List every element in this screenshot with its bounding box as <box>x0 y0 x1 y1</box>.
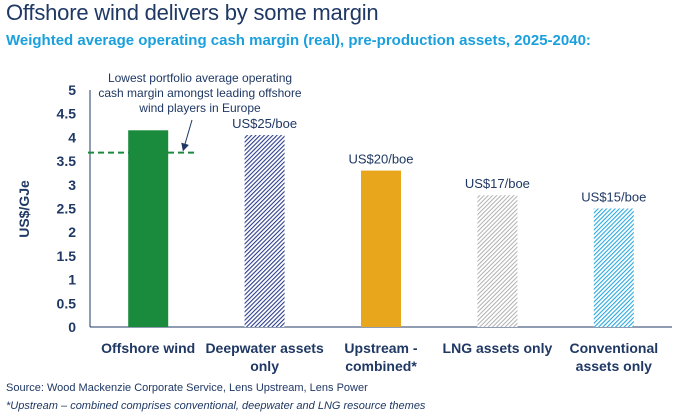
bar <box>361 170 401 327</box>
y-tick-label: 3.5 <box>57 153 77 169</box>
chart-title: Offshore wind delivers by some margin <box>6 0 379 25</box>
data-label: US$25/boe <box>232 116 297 131</box>
data-label: US$15/boe <box>581 190 646 205</box>
chart-subtitle: Weighted average operating cash margin (… <box>6 32 591 49</box>
data-labels: US$25/boe US$20/boe US$17/boe US$15/boe <box>232 116 646 204</box>
bar <box>244 135 285 327</box>
data-label: US$17/boe <box>465 176 530 191</box>
y-tick-label: 2 <box>68 224 76 240</box>
bar-chart: 00.511.522.533.544.55 US$/GJe US$25/boeU… <box>16 71 672 374</box>
x-axis-labels: Offshore wind Deepwater assets only Upstrea… <box>101 340 658 374</box>
y-tick-label: 4.5 <box>57 106 77 122</box>
reference-label: Lowest portfolio average operating <box>108 71 292 85</box>
y-tick-label: 2.5 <box>57 201 77 217</box>
x-tick-label: only <box>250 358 279 374</box>
y-tick-label: 0.5 <box>57 295 77 311</box>
reference-arrow <box>181 119 193 152</box>
x-tick-label: Offshore wind <box>101 340 195 356</box>
x-tick-label: combined* <box>345 358 417 374</box>
y-tick-label: 1 <box>68 272 76 288</box>
x-tick-label: Conventional <box>569 340 658 356</box>
footnote: *Upstream – combined comprises conventio… <box>6 400 426 412</box>
x-tick-label: assets only <box>576 358 652 374</box>
bars <box>128 130 634 327</box>
reference-label: cash margin amongst leading offshore <box>98 86 302 100</box>
bar <box>593 208 634 327</box>
bar <box>128 130 169 327</box>
y-tick-label: 0 <box>68 319 76 335</box>
y-tick-label: 5 <box>68 82 76 98</box>
bar <box>477 195 518 327</box>
x-tick-label: Upstream - <box>344 340 417 356</box>
reference-label: wind players in Europe <box>138 101 261 115</box>
y-tick-label: 4 <box>68 129 76 145</box>
y-tick-label: 3 <box>68 177 76 193</box>
y-axis-ticks: 0 0.5 1 1.5 2 2.5 3 3.5 4 4.5 5 <box>57 82 77 335</box>
y-axis-label: US$/GJe <box>16 180 32 238</box>
data-label: US$20/boe <box>348 152 413 167</box>
source-note: Source: Wood Mackenzie Corporate Service… <box>6 382 368 394</box>
x-tick-label: LNG assets only <box>443 340 553 356</box>
x-tick-label: Deepwater assets <box>205 340 324 356</box>
y-tick-label: 1.5 <box>57 248 77 264</box>
